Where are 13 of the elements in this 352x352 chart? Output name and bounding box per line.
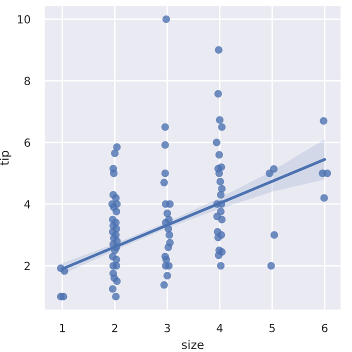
x-tick-label: 1 — [60, 324, 65, 332]
y-tick-label: 8 — [24, 76, 30, 86]
x-tick-label: 2 — [112, 324, 118, 332]
x-tick-label: 4 — [216, 324, 223, 332]
y-axis-title: tip — [0, 150, 12, 166]
y-tick-label: 4 — [24, 200, 30, 208]
y-tick-label: 2 — [24, 262, 30, 270]
y-tick-label: 10 — [18, 15, 30, 24]
y-tick-label: 6 — [24, 138, 30, 147]
x-tick-label: 3 — [164, 324, 170, 332]
x-axis-title: size — [182, 340, 204, 350]
x-tick-label: 5 — [270, 324, 275, 332]
x-tick-label: 6 — [322, 324, 328, 332]
